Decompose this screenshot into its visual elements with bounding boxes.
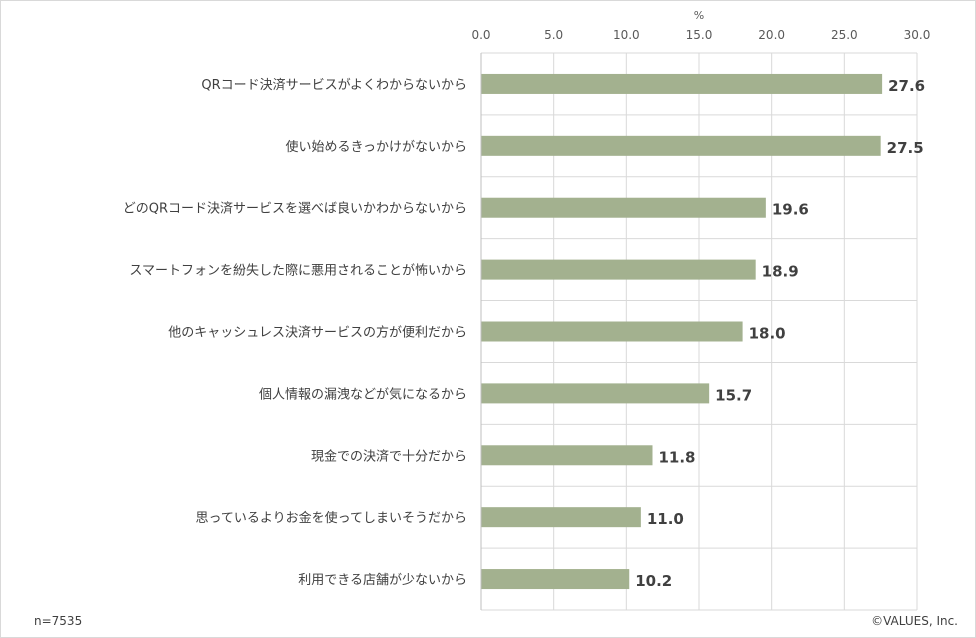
value-label: 27.6 [888, 77, 925, 95]
axis-unit-label: % [694, 9, 704, 22]
category-label: 他のキャッシュレス決済サービスの方が便利だから [168, 325, 467, 341]
x-tick-label: 10.0 [613, 28, 640, 42]
category-label: 現金での決済で十分だから [311, 448, 467, 464]
value-label: 15.7 [715, 386, 752, 404]
value-label: 10.2 [635, 572, 672, 590]
bar [481, 383, 710, 404]
category-label: 利用できる店舗が少ないから [298, 573, 467, 588]
x-tick-label: 20.0 [758, 28, 785, 42]
x-tick-label: 0.0 [471, 28, 490, 42]
bar [481, 445, 653, 466]
category-label: 思っているよりお金を使ってしまいそうだから [196, 510, 467, 526]
x-tick-label: 25.0 [831, 28, 858, 42]
x-tick-label: 15.0 [686, 28, 713, 42]
bar [481, 197, 766, 218]
x-tick-label: 30.0 [904, 28, 931, 42]
value-label: 11.8 [658, 448, 695, 466]
bar [481, 259, 756, 280]
bar [481, 569, 630, 590]
bar [481, 73, 883, 94]
value-label: 19.6 [772, 201, 809, 219]
bar [481, 135, 881, 156]
category-label: 個人情報の漏洩などが気になるから [259, 386, 467, 402]
sample-size-note: n=7535 [34, 614, 83, 628]
value-label: 18.9 [762, 263, 799, 281]
value-label: 27.5 [887, 139, 924, 157]
x-tick-label: 5.0 [544, 28, 563, 42]
category-label: 使い始めるきっかけがないから [286, 139, 467, 155]
value-label: 18.0 [749, 325, 786, 343]
category-label: スマートフォンを紛失した際に悪用されることが怖いから [129, 263, 467, 279]
category-label: QRコード決済サービスがよくわからないから [201, 77, 467, 93]
category-label: どのQRコード決済サービスを選べば良いかわからないから [123, 201, 467, 217]
bar [481, 507, 641, 528]
bar [481, 321, 743, 342]
value-label: 11.0 [647, 510, 684, 528]
copyright-note: ©VALUES, Inc. [871, 614, 958, 628]
